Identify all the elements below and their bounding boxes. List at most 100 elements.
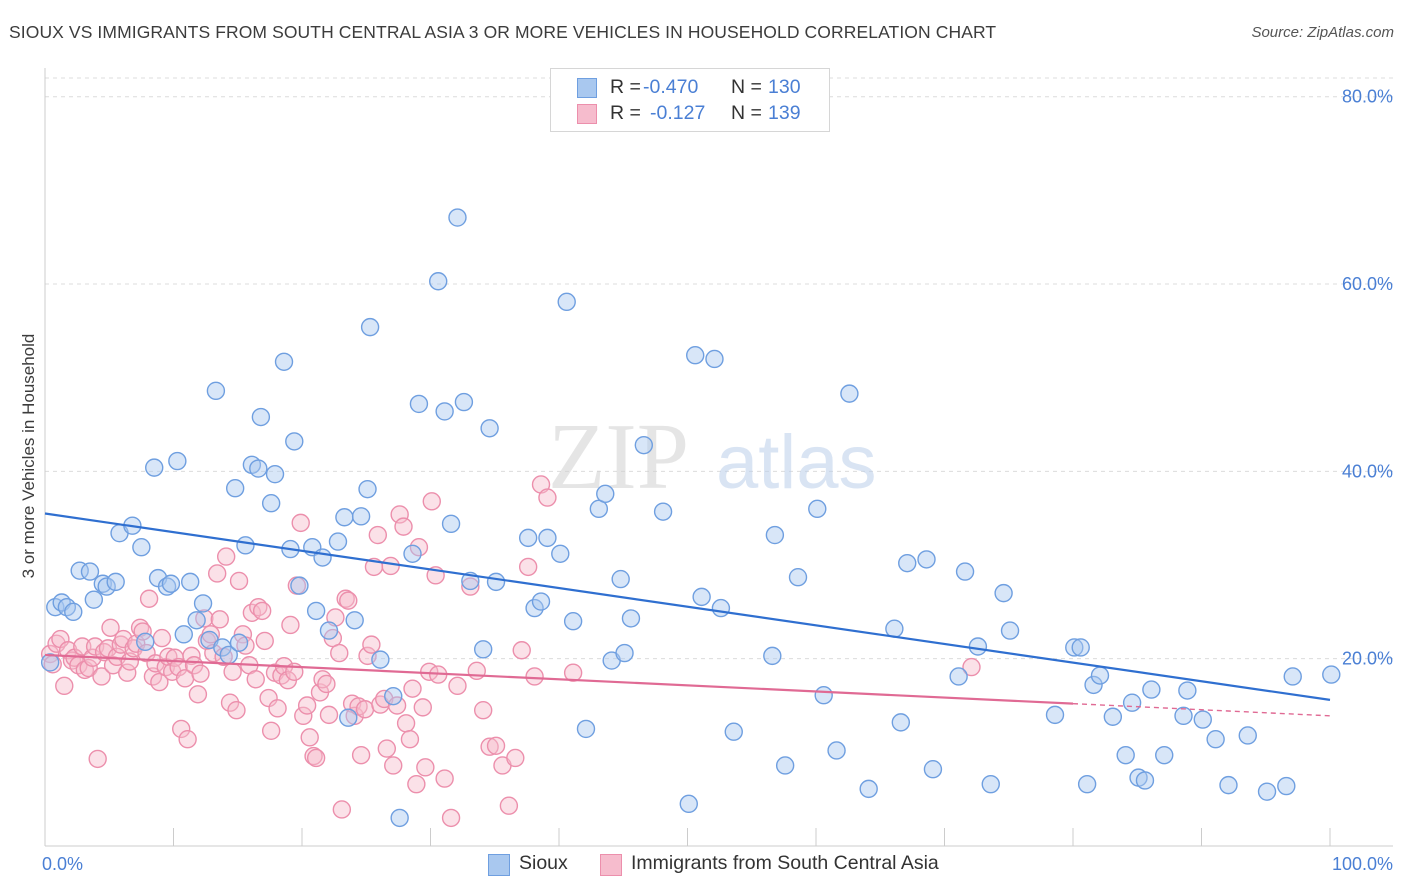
data-point-sioux bbox=[968, 637, 988, 656]
y-tick-label: 60.0% bbox=[1342, 274, 1393, 294]
data-point-immigrants bbox=[499, 796, 519, 815]
data-point-immigrants bbox=[400, 730, 420, 749]
data-point-sioux bbox=[225, 479, 245, 498]
series-immigrants-points bbox=[40, 475, 981, 828]
trend-line-immigrants-extension bbox=[1072, 702, 1331, 717]
data-point-sioux bbox=[711, 598, 731, 618]
data-point-sioux bbox=[229, 633, 249, 652]
data-point-immigrants bbox=[92, 667, 111, 686]
bottom-legend-label-immigrants: Immigrants from South Central Asia bbox=[631, 852, 939, 874]
data-point-immigrants bbox=[281, 615, 300, 635]
data-point-sioux bbox=[335, 508, 354, 527]
correlation-legend: R = -0.470 N = 130 R = -0.127 N = 139 bbox=[550, 68, 830, 132]
data-point-sioux bbox=[319, 621, 339, 640]
trend-line-immigrants bbox=[44, 653, 1074, 705]
data-point-immigrants bbox=[362, 635, 381, 654]
data-point-sioux bbox=[1116, 745, 1135, 765]
data-point-sioux bbox=[181, 572, 200, 592]
data-point-immigrants bbox=[172, 719, 191, 739]
data-point-immigrants bbox=[291, 513, 310, 533]
legend-swatch-sioux bbox=[577, 78, 597, 98]
data-point-immigrants bbox=[300, 728, 319, 747]
data-point-sioux bbox=[290, 576, 309, 595]
bottom-legend-label-sioux: Sioux bbox=[519, 852, 568, 874]
data-point-sioux bbox=[1193, 710, 1212, 729]
data-point-sioux bbox=[313, 548, 332, 567]
data-point-sioux bbox=[1071, 638, 1090, 657]
data-point-sioux bbox=[161, 574, 181, 593]
data-point-sioux bbox=[917, 550, 936, 569]
data-point-immigrants bbox=[118, 663, 137, 682]
data-point-sioux bbox=[168, 451, 187, 471]
data-point-immigrants bbox=[223, 662, 242, 681]
data-point-sioux bbox=[339, 708, 358, 727]
data-point-sioux bbox=[454, 392, 474, 412]
data-point-sioux bbox=[885, 619, 904, 638]
series-sioux-points bbox=[40, 208, 1341, 828]
y-tick-label: 20.0% bbox=[1342, 649, 1393, 669]
data-point-sioux bbox=[435, 402, 454, 421]
data-point-sioux bbox=[328, 532, 348, 551]
data-point-immigrants bbox=[79, 658, 98, 678]
data-point-sioux bbox=[409, 394, 429, 414]
data-point-sioux bbox=[236, 536, 255, 555]
data-point-immigrants bbox=[58, 641, 78, 660]
data-point-sioux bbox=[1277, 776, 1296, 796]
trend-line-sioux bbox=[44, 512, 1331, 701]
data-point-immigrants bbox=[480, 737, 499, 756]
data-point-sioux bbox=[403, 544, 422, 563]
data-point-sioux bbox=[351, 507, 371, 526]
data-point-sioux bbox=[249, 459, 268, 478]
data-point-sioux bbox=[1045, 705, 1065, 725]
data-point-immigrants bbox=[88, 749, 107, 769]
data-point-sioux bbox=[840, 384, 859, 403]
data-point-sioux bbox=[686, 346, 705, 365]
data-point-immigrants bbox=[317, 674, 336, 694]
data-point-immigrants bbox=[261, 721, 281, 740]
data-point-sioux bbox=[441, 514, 461, 534]
watermark-zip: ZIP bbox=[548, 405, 689, 509]
data-point-immigrants bbox=[377, 739, 397, 758]
data-point-sioux bbox=[538, 528, 557, 548]
data-point-sioux bbox=[1219, 775, 1238, 795]
data-point-sioux bbox=[724, 722, 743, 741]
data-point-sioux bbox=[285, 432, 304, 451]
data-point-sioux bbox=[97, 577, 116, 596]
data-point-sioux bbox=[261, 494, 281, 513]
data-point-immigrants bbox=[355, 700, 375, 719]
data-point-immigrants bbox=[227, 700, 246, 720]
data-point-immigrants bbox=[422, 492, 441, 511]
axes bbox=[44, 68, 1393, 847]
data-point-sioux bbox=[692, 587, 711, 607]
data-point-sioux bbox=[551, 544, 570, 563]
data-point-immigrants bbox=[403, 679, 422, 698]
data-point-sioux bbox=[473, 640, 493, 659]
data-point-immigrants bbox=[297, 696, 317, 715]
data-point-sioux bbox=[80, 562, 100, 581]
data-point-sioux bbox=[1103, 707, 1123, 726]
data-point-sioux bbox=[360, 317, 380, 337]
legend-n-value: 130 bbox=[768, 76, 801, 98]
trend-lines bbox=[44, 512, 1331, 717]
data-point-sioux bbox=[788, 568, 808, 587]
data-point-immigrants bbox=[246, 670, 265, 689]
data-point-sioux bbox=[1155, 745, 1174, 765]
data-point-sioux bbox=[265, 464, 285, 484]
data-point-immigrants bbox=[416, 758, 435, 777]
data-point-sioux bbox=[251, 407, 271, 427]
data-point-immigrants bbox=[435, 769, 454, 788]
watermark-atlas: atlas bbox=[716, 420, 877, 505]
data-point-sioux bbox=[891, 713, 911, 732]
data-point-sioux bbox=[1065, 638, 1084, 657]
legend-r-label: R = bbox=[610, 76, 641, 98]
data-point-sioux bbox=[1206, 730, 1225, 749]
legend-swatch-immigrants bbox=[577, 104, 597, 124]
data-point-sioux bbox=[132, 538, 151, 557]
data-point-sioux bbox=[1000, 621, 1020, 640]
data-point-immigrants bbox=[387, 696, 407, 715]
data-point-sioux bbox=[814, 686, 833, 705]
data-point-immigrants bbox=[473, 700, 493, 720]
data-point-immigrants bbox=[306, 748, 326, 768]
data-point-immigrants bbox=[73, 637, 92, 656]
